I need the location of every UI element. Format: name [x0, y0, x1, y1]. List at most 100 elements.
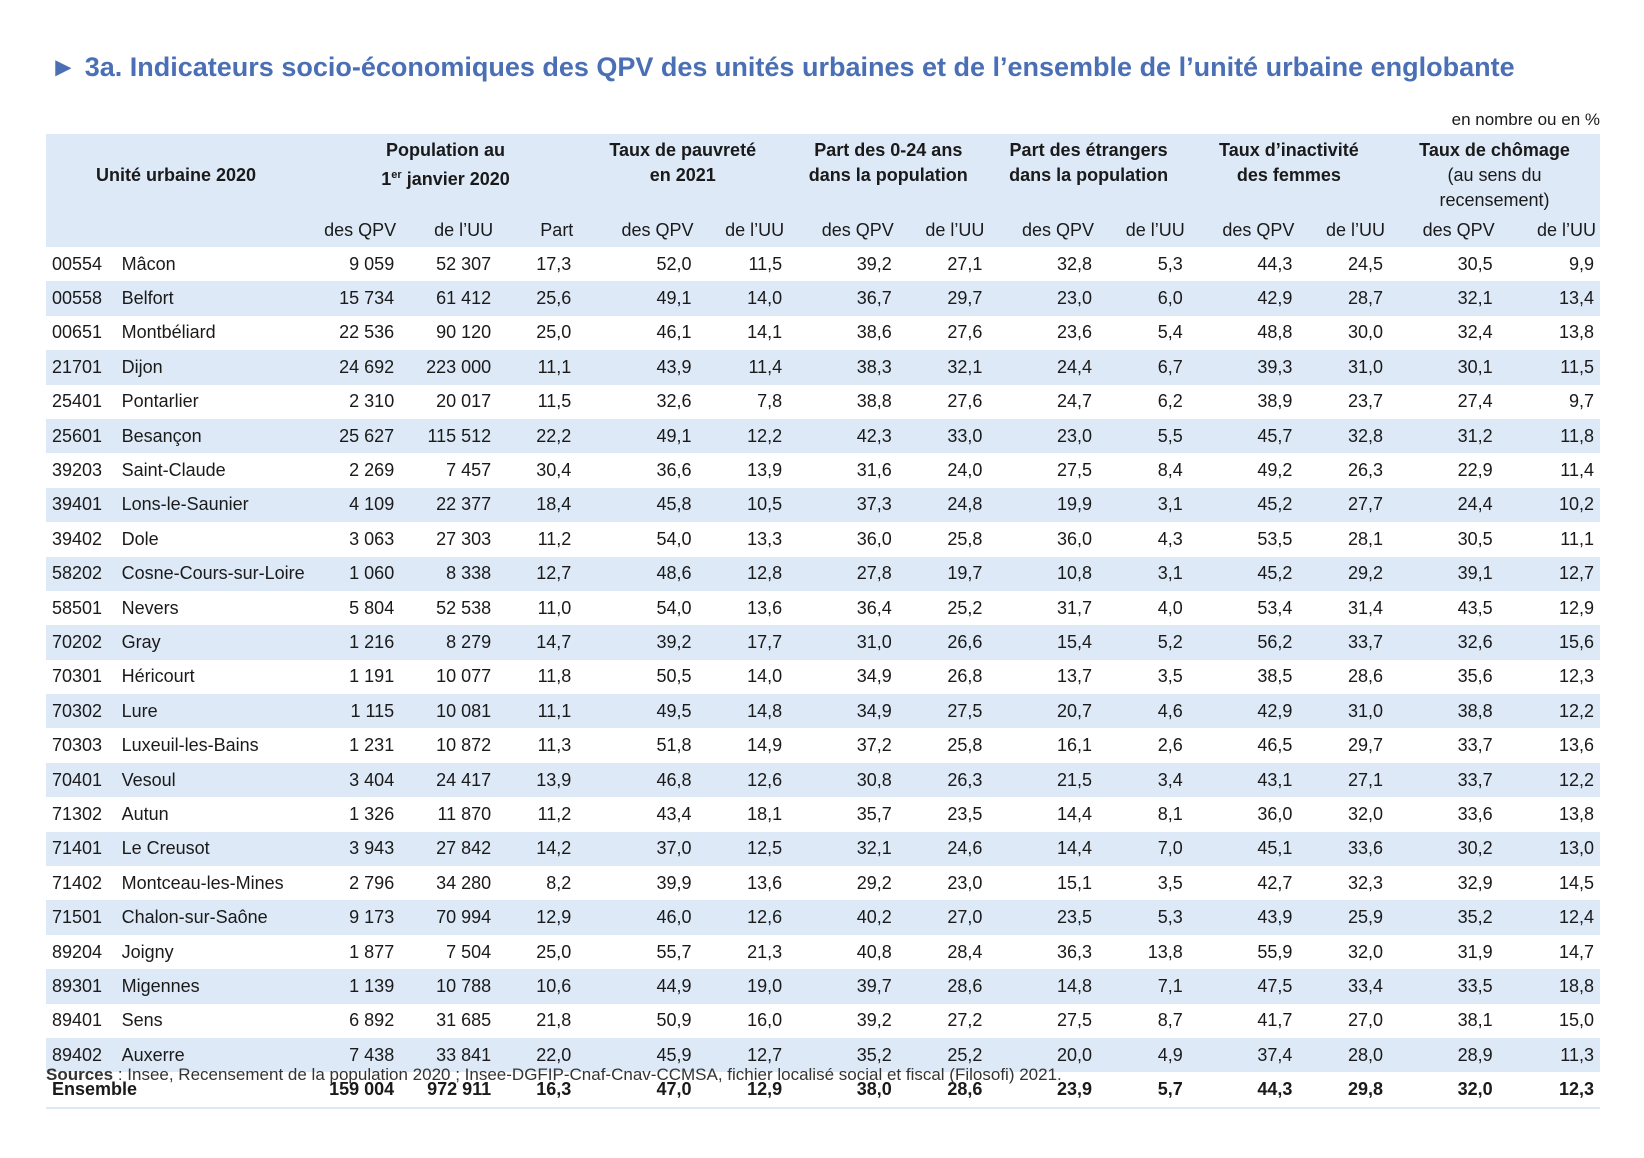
cell-unemployment-qpv: 35,2	[1389, 900, 1499, 935]
cell-foreign-uu: 8,4	[1157, 460, 1183, 481]
cell-unit-code: 00554	[52, 253, 103, 274]
cell-unemployment-uu: 13,8	[1558, 322, 1594, 343]
cell-unit-code: 89204	[52, 941, 103, 962]
cell-pop-uu: 115 512	[400, 418, 498, 454]
cell-unemployment-qpv: 22,9	[1457, 460, 1493, 481]
cell-unemployment-uu: 13,8	[1558, 803, 1594, 824]
table-row: 89402 Auxerre 7 438 33 841 22,0 45,9 12,7 35,2 2…	[46, 1037, 1600, 1073]
cell-inactivity-uu: 24,5	[1347, 253, 1384, 274]
cell-unit-code: 70303	[52, 735, 103, 756]
cell-young-uu: 27,2	[947, 1010, 983, 1031]
cell-unit-code: 00651	[52, 322, 103, 343]
cell-young-qpv: 39,7	[788, 969, 898, 1004]
cell-unemployment-uu: 11,3	[1498, 1037, 1600, 1073]
cell-pop-uu: 10 788	[400, 969, 498, 1004]
cell-young-qpv: 30,8	[788, 762, 898, 798]
cell-pop-qpv: 1 191	[349, 666, 395, 687]
cell-unemployment-uu: 11,1	[1560, 528, 1594, 549]
cell-pop-qpv: 15 734	[313, 281, 401, 316]
cell-pop-part: 25,6	[497, 281, 578, 316]
cell-foreign-uu: 4,0	[1157, 597, 1183, 618]
cell-inactivity-uu: 33,7	[1298, 625, 1390, 660]
cell-pop-qpv: 9 059	[349, 253, 395, 274]
cell-unit-name: Auxerre	[115, 1037, 314, 1073]
cell-unit-code: 39402	[52, 528, 103, 549]
cell-young-qpv: 31,6	[856, 460, 892, 481]
cell-poverty-qpv: 44,9	[577, 969, 698, 1004]
table-row: 25401 Pontarlier 2 310 20 017 11,5 32,6 7,8 38,…	[46, 385, 1600, 419]
cell-poverty-uu: 19,0	[697, 969, 789, 1004]
cell-young-uu: 33,0	[897, 418, 989, 454]
cell-pop-uu: 8 338	[400, 556, 498, 591]
cell-foreign-uu: 5,3	[1098, 900, 1189, 935]
play-arrow-icon: ►	[50, 52, 77, 82]
table-body: 00554 Mâcon 9 059 52 307 17,3 52,0 11,5 39,2 27,…	[46, 247, 1600, 1109]
header-unit-col: Unité urbaine 2020	[46, 134, 314, 213]
cell-foreign-qpv: 14,4	[988, 831, 1099, 867]
cell-unit-code: 89301	[46, 969, 116, 1004]
sub-header-uu: de l’UU	[1298, 213, 1390, 247]
cell-pop-qpv: 2 269	[349, 460, 395, 481]
cell-pop-part: 25,0	[536, 322, 572, 343]
cell-unit-name: Mâcon	[121, 253, 176, 274]
cell-unemployment-uu: 13,6	[1558, 735, 1594, 756]
cell-inactivity-qpv: 55,9	[1257, 941, 1293, 962]
header-unemployment-line1: Taux de chômage	[1419, 140, 1570, 160]
unit-note: en nombre ou en %	[1451, 110, 1600, 129]
cell-foreign-qpv: 14,8	[988, 969, 1099, 1004]
cell-unemployment-uu: 12,2	[1498, 694, 1600, 729]
cell-poverty-uu: 14,0	[747, 666, 783, 687]
cell-poverty-uu: 13,9	[747, 460, 783, 481]
sub-header-qpv: des QPV	[1389, 213, 1499, 247]
cell-unemployment-uu: 12,4	[1498, 900, 1600, 935]
cell-total-foreign-uu: 5,7	[1098, 1072, 1189, 1109]
header-inactivity: Taux d’inactivité des femmes	[1188, 134, 1390, 213]
cell-foreign-qpv: 36,3	[1057, 941, 1093, 962]
cell-unit-code: 89401	[52, 1010, 103, 1031]
sub-header-qpv: des QPV	[313, 213, 401, 247]
cell-foreign-qpv: 20,0	[988, 1037, 1099, 1073]
cell-inactivity-uu: 23,7	[1347, 391, 1384, 412]
cell-pop-uu: 34 280	[436, 872, 492, 893]
cell-inactivity-uu: 29,7	[1347, 735, 1384, 756]
cell-poverty-uu: 14,0	[697, 281, 789, 316]
cell-poverty-uu: 11,5	[748, 253, 783, 274]
cell-foreign-qpv: 16,1	[1057, 735, 1093, 756]
cell-foreign-qpv: 23,5	[988, 900, 1099, 935]
cell-pop-uu: 31 685	[436, 1010, 492, 1031]
table-row: 89401 Sens 6 892 31 685 21,8 50,9 16,0 39,2 27,2…	[46, 1004, 1600, 1038]
cell-poverty-uu: 12,8	[697, 556, 789, 591]
cell-unit-code: 25401	[52, 391, 103, 412]
cell-poverty-uu: 18,1	[747, 803, 783, 824]
table-row-total: Ensemble 159 004 972 911 16,3 47,0 12,9 38,0 28…	[46, 1072, 1600, 1109]
cell-inactivity-uu: 30,0	[1347, 322, 1384, 343]
cell-pop-part: 11,8	[537, 666, 572, 687]
cell-unemployment-uu: 10,2	[1498, 487, 1600, 523]
cell-young-qpv: 38,3	[788, 350, 898, 385]
cell-unit-name: Besançon	[115, 418, 314, 454]
cell-poverty-qpv: 51,8	[656, 735, 692, 756]
cell-poverty-qpv: 46,1	[656, 322, 692, 343]
cell-unit-name: Montbéliard	[121, 322, 216, 343]
cell-unit-code: 25601	[46, 418, 116, 454]
cell-poverty-qpv: 54,0	[656, 528, 692, 549]
cell-unemployment-uu: 13,4	[1498, 281, 1600, 316]
cell-young-uu: 24,6	[897, 831, 989, 867]
cell-pop-qpv: 1 877	[349, 941, 395, 962]
cell-young-uu: 24,8	[897, 487, 989, 523]
cell-poverty-qpv: 37,0	[577, 831, 698, 867]
cell-unit-code: 89402	[46, 1037, 116, 1073]
sub-header-qpv: des QPV	[577, 213, 698, 247]
cell-unit-code: 21701	[46, 350, 116, 385]
cell-poverty-uu: 17,7	[697, 625, 789, 660]
cell-inactivity-qpv: 45,2	[1188, 487, 1299, 523]
cell-inactivity-qpv: 46,5	[1257, 735, 1293, 756]
cell-pop-qpv: 4 109	[313, 487, 401, 523]
cell-pop-qpv: 3 404	[313, 762, 401, 798]
cell-inactivity-uu: 26,3	[1347, 460, 1384, 481]
cell-foreign-uu: 3,1	[1098, 487, 1189, 523]
cell-pop-part: 18,4	[497, 487, 578, 523]
sub-header-qpv: des QPV	[1188, 213, 1299, 247]
cell-pop-part: 11,3	[537, 735, 572, 756]
cell-pop-qpv: 1 139	[313, 969, 401, 1004]
